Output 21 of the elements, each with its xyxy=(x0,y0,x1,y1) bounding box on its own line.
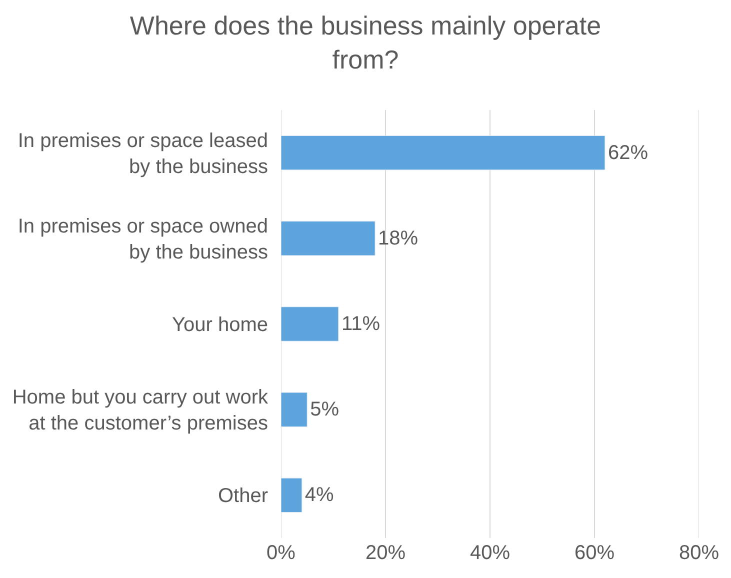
x-tick-label: 20% xyxy=(365,542,406,564)
bar xyxy=(281,392,308,427)
y-tick-label: Your home xyxy=(172,314,268,336)
bar xyxy=(281,221,376,256)
y-tick-label: Other xyxy=(218,485,268,508)
data-label: 5% xyxy=(310,398,340,421)
bar xyxy=(281,306,339,342)
x-tick-label: 80% xyxy=(678,542,720,564)
chart-title: Where does the business mainly operate from? xyxy=(130,10,602,74)
y-tick-label: In premises or space leased by the business xyxy=(18,130,268,178)
x-tick-label: 40% xyxy=(470,542,510,564)
data-label: 4% xyxy=(304,484,334,506)
y-tick-label: In premises or space owned by the business xyxy=(18,215,268,264)
y-tick-label: Home but you carry out work at the customer’s premises xyxy=(12,386,269,435)
x-tick-label: 0% xyxy=(266,542,296,564)
x-tick-label: 60% xyxy=(574,542,615,564)
data-label: 62% xyxy=(608,142,648,164)
bar xyxy=(281,478,302,513)
data-label: 18% xyxy=(378,227,418,250)
bar xyxy=(281,135,606,170)
data-label: 11% xyxy=(341,313,380,335)
